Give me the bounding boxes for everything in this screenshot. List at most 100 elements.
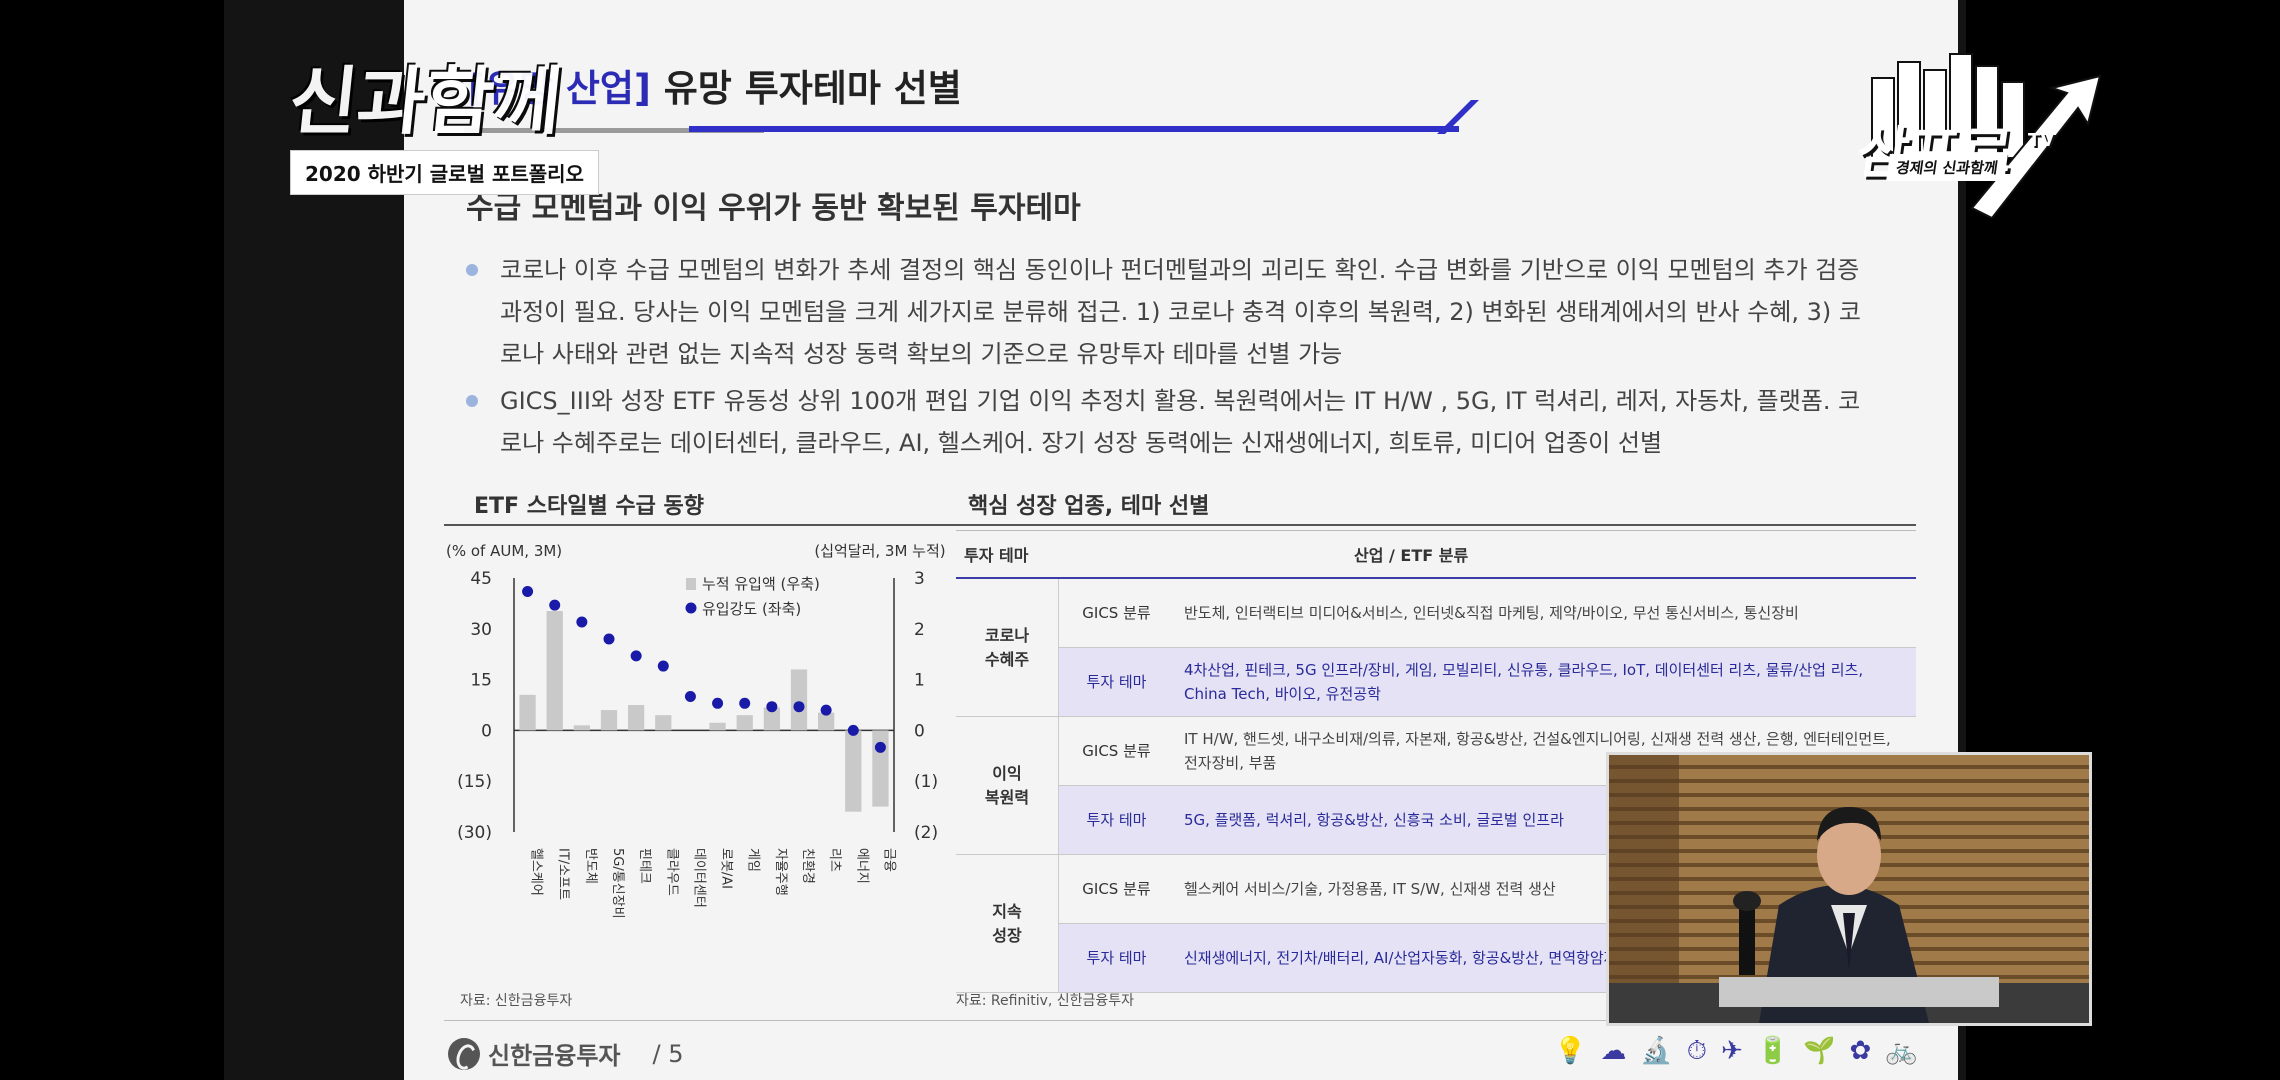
bar-mark xyxy=(573,725,590,731)
bar-mark xyxy=(655,715,672,731)
title-underline-blue xyxy=(689,126,1459,132)
bullet-item: 코로나 이후 수급 모멘텀의 변화가 추세 결정의 핵심 동인이나 펀더멘털과의… xyxy=(466,249,1866,375)
dot-mark xyxy=(820,704,832,716)
bar-mark xyxy=(872,730,889,807)
left-source: 자료: 신한금융투자 xyxy=(460,993,573,1009)
category-label: 클라우드 xyxy=(664,848,679,896)
dot-mark xyxy=(657,660,669,672)
dot-mark xyxy=(739,697,751,709)
bar-mark xyxy=(818,712,835,731)
classification-type: GICS 분류 xyxy=(1058,578,1174,648)
dot-mark xyxy=(766,701,778,713)
footer-theme-icons: 💡☁🔬⏱✈🔋🌱✿🚲 xyxy=(1554,1036,1932,1066)
dot-mark xyxy=(549,599,561,611)
classification-type: 투자 테마 xyxy=(1058,647,1174,717)
bar-mark xyxy=(763,707,780,731)
classification-type: 투자 테마 xyxy=(1058,785,1174,855)
legend-bar-label: 누적 유입액 (우축) xyxy=(702,575,820,593)
dot-mark xyxy=(874,741,886,753)
footer-brand: 신한금융투자 xyxy=(488,1042,621,1070)
right-tick-label: 3 xyxy=(914,569,925,589)
right-tick-label: (2) xyxy=(914,823,938,843)
table-row: 이익 복원력 GICS 분류 IT H/W, 핸드셋, 내구소비재/의류, 자본재, … xyxy=(956,716,1916,855)
right-source: 자료: Refinitiv, 신한금융투자 xyxy=(956,993,1135,1009)
footer-logo: 신한금융투자 / 5 xyxy=(448,1036,683,1071)
legend-dot-swatch xyxy=(685,602,697,614)
dot-mark xyxy=(603,633,615,645)
right-tick-label: 0 xyxy=(914,721,925,741)
bar-mark xyxy=(519,694,536,731)
theme-group-label: 지속 성장 xyxy=(956,854,1059,993)
slide-subtitle: 수급 모멘텀과 이익 우위가 동반 확보된 투자테마 xyxy=(466,191,1081,226)
presentation-slide: [유망 산업] 유망 투자테마 선별 수급 모멘텀과 이익 우위가 동반 확보된… xyxy=(404,0,1958,1080)
category-label: IT/소프트 xyxy=(556,848,571,900)
bar-mark xyxy=(546,611,563,731)
category-label: 데이터센터 xyxy=(691,848,706,908)
legend-bar-swatch xyxy=(686,578,696,590)
classification-items: IT H/W, 핸드셋, 내구소비재/의류, 자본재, 항공&방산, 건설&엔지… xyxy=(1174,716,1916,786)
etf-flow-chart: (% of AUM, 3M) (십억달러, 3M 누적)4530150(15)(3… xyxy=(446,542,946,919)
category-label: 에너지 xyxy=(854,848,869,884)
classification-type: 투자 테마 xyxy=(1058,923,1174,993)
lower-caption: 2020 하반기 글로벌 포트폴리오 xyxy=(290,150,599,195)
category-label: 반도체 xyxy=(583,848,598,884)
slide-title: [유망 산업] 유망 투자테마 선별 xyxy=(468,58,962,112)
shinhan-logo-icon xyxy=(448,1037,480,1070)
bar-mark xyxy=(628,705,645,731)
bullet-text: 코로나 이후 수급 모멘텀의 변화가 추세 결정의 핵심 동인이나 펀더멘털과의… xyxy=(500,256,1861,368)
classification-type: GICS 분류 xyxy=(1058,716,1174,786)
bar-mark xyxy=(600,710,618,731)
left-axis-unit: (% of AUM, 3M) xyxy=(446,542,562,560)
bullet-dot-icon xyxy=(466,264,478,276)
tv-logo-sub: 경제의 신과함께 xyxy=(1886,154,2008,181)
classification-type: GICS 분류 xyxy=(1058,854,1174,924)
page-number: / 5 xyxy=(652,1039,684,1068)
bar-mark xyxy=(845,730,862,812)
category-label: 리츠 xyxy=(827,848,842,872)
theme-table: 투자 테마 산업 / ETF 분류 코로나 수혜주 GICS 분류 반도체, 인터랙티… xyxy=(956,530,1916,993)
category-label: 헬스케어 xyxy=(529,848,544,896)
presenter-image xyxy=(1609,755,2089,1023)
left-panel-title: ETF 스타일별 수급 동향 xyxy=(474,494,704,519)
left-tick-label: (15) xyxy=(457,772,492,792)
footer-divider xyxy=(444,1020,1924,1021)
classification-items: 4차산업, 핀테크, 5G 인프라/장비, 게임, 모빌리티, 신유통, 클라우… xyxy=(1174,647,1916,717)
theme-group-label: 이익 복원력 xyxy=(956,716,1059,855)
dot-mark xyxy=(522,586,534,598)
dot-mark xyxy=(847,724,859,736)
legend-dot-label: 유입강도 (좌축) xyxy=(702,600,801,618)
table-row: 투자 테마 4차산업, 핀테크, 5G 인프라/장비, 게임, 모빌리티, 신유통… xyxy=(956,647,1916,717)
category-label: 게임 xyxy=(746,848,761,872)
left-tick-label: (30) xyxy=(457,823,492,843)
category-label: 로봇/AI xyxy=(719,848,734,889)
right-tick-label: (1) xyxy=(914,772,938,792)
left-tick-label: 0 xyxy=(481,721,492,741)
category-label: 금융 xyxy=(881,848,896,872)
right-axis-unit: (십억달러, 3M 누적) xyxy=(814,542,945,560)
left-tick-label: 15 xyxy=(470,671,492,691)
left-panel-rule xyxy=(444,524,960,526)
table-header-theme: 투자 테마 xyxy=(956,530,1174,579)
dot-mark xyxy=(712,697,724,709)
right-tick-label: 2 xyxy=(914,620,925,640)
show-logo: 신과함께 xyxy=(284,59,567,145)
table-row: 코로나 수혜주 GICS 분류 반도체, 인터랙티브 미디어&서비스, 인터넷&직접 … xyxy=(956,578,1916,717)
dot-mark xyxy=(576,616,588,628)
classification-items: 반도체, 인터랙티브 미디어&서비스, 인터넷&직접 마케팅, 제약/바이오, … xyxy=(1174,578,1916,648)
category-label: 핀테크 xyxy=(637,848,652,884)
presenter-video xyxy=(1606,752,2092,1026)
category-label: 친환경 xyxy=(800,848,815,884)
bar-mark xyxy=(736,715,753,731)
dot-mark xyxy=(793,701,805,713)
dot-mark xyxy=(630,650,642,662)
bullet-text: GICS_III와 성장 ETF 유동성 상위 100개 편입 기업 이익 추정… xyxy=(500,387,1861,457)
slide-title-tag: [유망 산업] xyxy=(468,67,651,110)
right-tick-label: 1 xyxy=(914,671,925,691)
table-header-row: 투자 테마 산업 / ETF 분류 xyxy=(956,530,1916,579)
right-panel-title: 핵심 성장 업종, 테마 선별 xyxy=(968,494,1210,519)
right-panel-rule xyxy=(956,524,1916,526)
title-underline-grey xyxy=(464,128,764,133)
bullet-item: GICS_III와 성장 ETF 유동성 상위 100개 편입 기업 이익 추정… xyxy=(466,380,1866,464)
bar-mark xyxy=(790,669,808,731)
table-header-category: 산업 / ETF 분류 xyxy=(1174,530,1916,579)
